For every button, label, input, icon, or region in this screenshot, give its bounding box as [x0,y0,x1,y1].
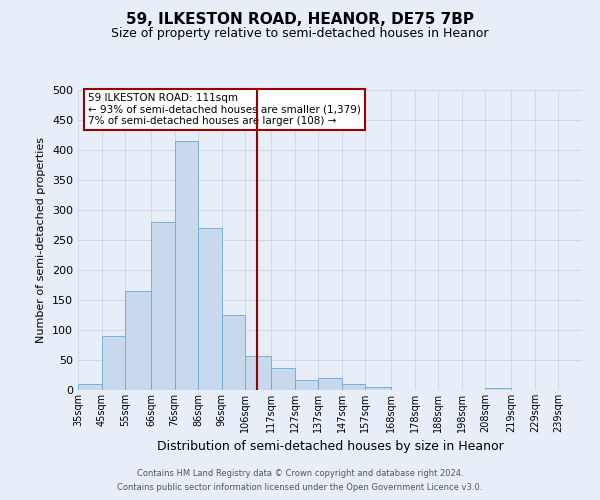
Bar [78,384,101,390]
Text: 59, ILKESTON ROAD, HEANOR, DE75 7BP: 59, ILKESTON ROAD, HEANOR, DE75 7BP [126,12,474,28]
Y-axis label: Number of semi-detached properties: Number of semi-detached properties [37,137,46,343]
Text: 59 ILKESTON ROAD: 111sqm
← 93% of semi-detached houses are smaller (1,379)
7% of: 59 ILKESTON ROAD: 111sqm ← 93% of semi-d… [88,93,361,126]
Bar [365,387,391,390]
Bar [342,384,365,390]
Bar [125,291,151,390]
Bar [295,380,318,390]
Bar [221,315,245,390]
Bar [485,388,511,390]
Text: Contains HM Land Registry data © Crown copyright and database right 2024.: Contains HM Land Registry data © Crown c… [137,468,463,477]
Bar [318,378,342,390]
Bar [245,356,271,390]
Text: Contains public sector information licensed under the Open Government Licence v3: Contains public sector information licen… [118,484,482,492]
Bar [151,222,175,390]
Bar [271,368,295,390]
Bar [175,141,198,390]
Bar [198,228,221,390]
Bar [101,336,125,390]
X-axis label: Distribution of semi-detached houses by size in Heanor: Distribution of semi-detached houses by … [157,440,503,454]
Text: Size of property relative to semi-detached houses in Heanor: Size of property relative to semi-detach… [111,28,489,40]
